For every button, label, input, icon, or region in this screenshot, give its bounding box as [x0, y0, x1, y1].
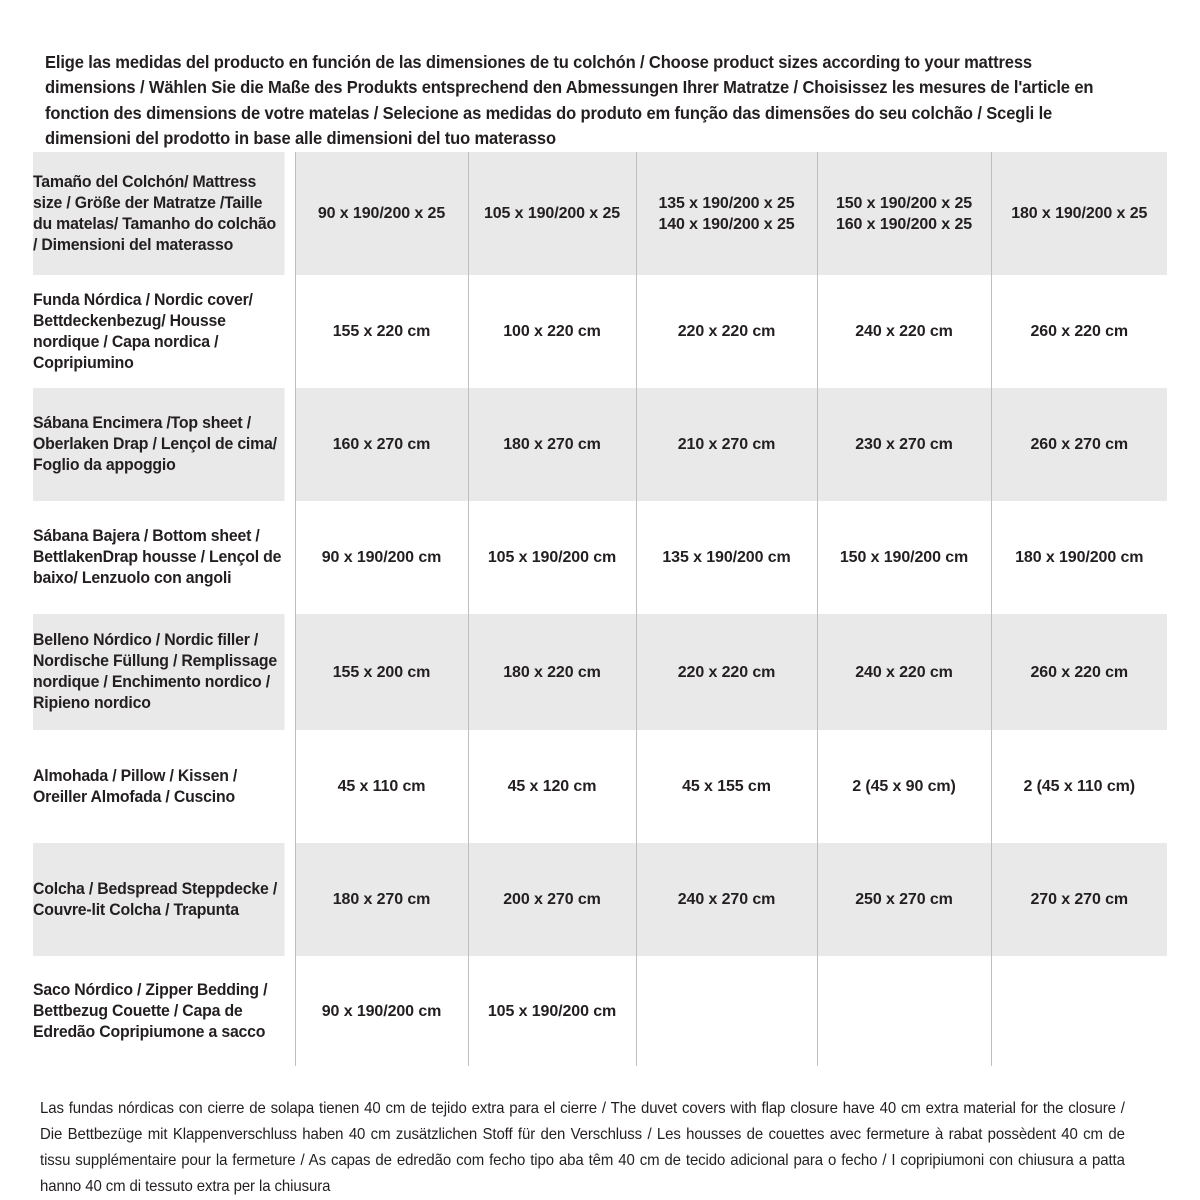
- row-value: [816, 956, 991, 1066]
- header-col-5: 180 x 190/200 x 25: [990, 152, 1167, 275]
- row-value: 180 x 270 cm: [467, 388, 636, 501]
- row-value: 260 x 220 cm: [990, 275, 1167, 388]
- row-value: 135 x 190/200 cm: [635, 501, 817, 614]
- row-value: 2 (45 x 110 cm): [990, 730, 1167, 843]
- table-row: Funda Nórdica / Nordic cover/ Bettdecken…: [33, 275, 1167, 388]
- table-row: Sábana Bajera / Bottom sheet / Bettlaken…: [33, 501, 1167, 614]
- row-value: 45 x 110 cm: [294, 730, 468, 843]
- row-value: 230 x 270 cm: [816, 388, 991, 501]
- header-col-3: 135 x 190/200 x 25 140 x 190/200 x 25: [635, 152, 817, 275]
- header-label-cell: Tamaño del Colchón/ Mattress size / Größ…: [33, 152, 285, 275]
- row-label: Almohada / Pillow / Kissen / Oreiller Al…: [33, 730, 285, 843]
- row-value: 105 x 190/200 cm: [467, 956, 636, 1066]
- header-col-4: 150 x 190/200 x 25 160 x 190/200 x 25: [816, 152, 991, 275]
- row-value: 240 x 220 cm: [816, 614, 991, 730]
- row-value: 250 x 270 cm: [816, 843, 991, 956]
- row-label: Belleno Nórdico / Nordic filler / Nordis…: [33, 614, 285, 730]
- row-label: Saco Nórdico / Zipper Bedding / Bettbezu…: [33, 956, 285, 1066]
- row-value: [990, 956, 1167, 1066]
- row-value: 220 x 220 cm: [635, 275, 817, 388]
- table-row: Colcha / Bedspread Steppdecke / Couvre-l…: [33, 843, 1167, 956]
- row-value: 180 x 270 cm: [294, 843, 468, 956]
- mattress-size-table: Tamaño del Colchón/ Mattress size / Größ…: [33, 152, 1167, 1066]
- row-value: 220 x 220 cm: [635, 614, 817, 730]
- row-value: 240 x 270 cm: [635, 843, 817, 956]
- row-value: 200 x 270 cm: [467, 843, 636, 956]
- header-col-2: 105 x 190/200 x 25: [467, 152, 636, 275]
- row-label: Sábana Bajera / Bottom sheet / Bettlaken…: [33, 501, 285, 614]
- row-value: 155 x 200 cm: [294, 614, 468, 730]
- row-value: 100 x 220 cm: [467, 275, 636, 388]
- footnote-paragraph: Las fundas nórdicas con cierre de solapa…: [40, 1099, 1125, 1195]
- table-row: Saco Nórdico / Zipper Bedding / Bettbezu…: [33, 956, 1167, 1066]
- row-value: 180 x 220 cm: [467, 614, 636, 730]
- row-label: Sábana Encimera /Top sheet / Oberlaken D…: [33, 388, 285, 501]
- header-col-1: 90 x 190/200 x 25: [294, 152, 468, 275]
- row-value: 260 x 270 cm: [990, 388, 1167, 501]
- row-value: 210 x 270 cm: [635, 388, 817, 501]
- table-row: Sábana Encimera /Top sheet / Oberlaken D…: [33, 388, 1167, 501]
- row-value: 45 x 120 cm: [467, 730, 636, 843]
- table-row: Almohada / Pillow / Kissen / Oreiller Al…: [33, 730, 1167, 843]
- row-value: 155 x 220 cm: [294, 275, 468, 388]
- row-label: Funda Nórdica / Nordic cover/ Bettdecken…: [33, 275, 285, 388]
- row-value: 270 x 270 cm: [990, 843, 1167, 956]
- row-label: Colcha / Bedspread Steppdecke / Couvre-l…: [33, 843, 285, 956]
- row-value: 45 x 155 cm: [635, 730, 817, 843]
- row-value: 105 x 190/200 cm: [467, 501, 636, 614]
- intro-paragraph: Elige las medidas del producto en funció…: [45, 51, 1094, 149]
- row-value: 260 x 220 cm: [990, 614, 1167, 730]
- table-header-row: Tamaño del Colchón/ Mattress size / Größ…: [33, 152, 1167, 275]
- row-value: 160 x 270 cm: [294, 388, 468, 501]
- row-value: [635, 956, 817, 1066]
- row-value: 150 x 190/200 cm: [816, 501, 991, 614]
- table-row: Belleno Nórdico / Nordic filler / Nordis…: [33, 614, 1167, 730]
- row-value: 90 x 190/200 cm: [294, 501, 468, 614]
- row-value: 180 x 190/200 cm: [990, 501, 1167, 614]
- row-value: 240 x 220 cm: [816, 275, 991, 388]
- mattress-size-table-wrapper: Tamaño del Colchón/ Mattress size / Größ…: [33, 152, 1167, 1066]
- row-value: 90 x 190/200 cm: [294, 956, 468, 1066]
- row-value: 2 (45 x 90 cm): [816, 730, 991, 843]
